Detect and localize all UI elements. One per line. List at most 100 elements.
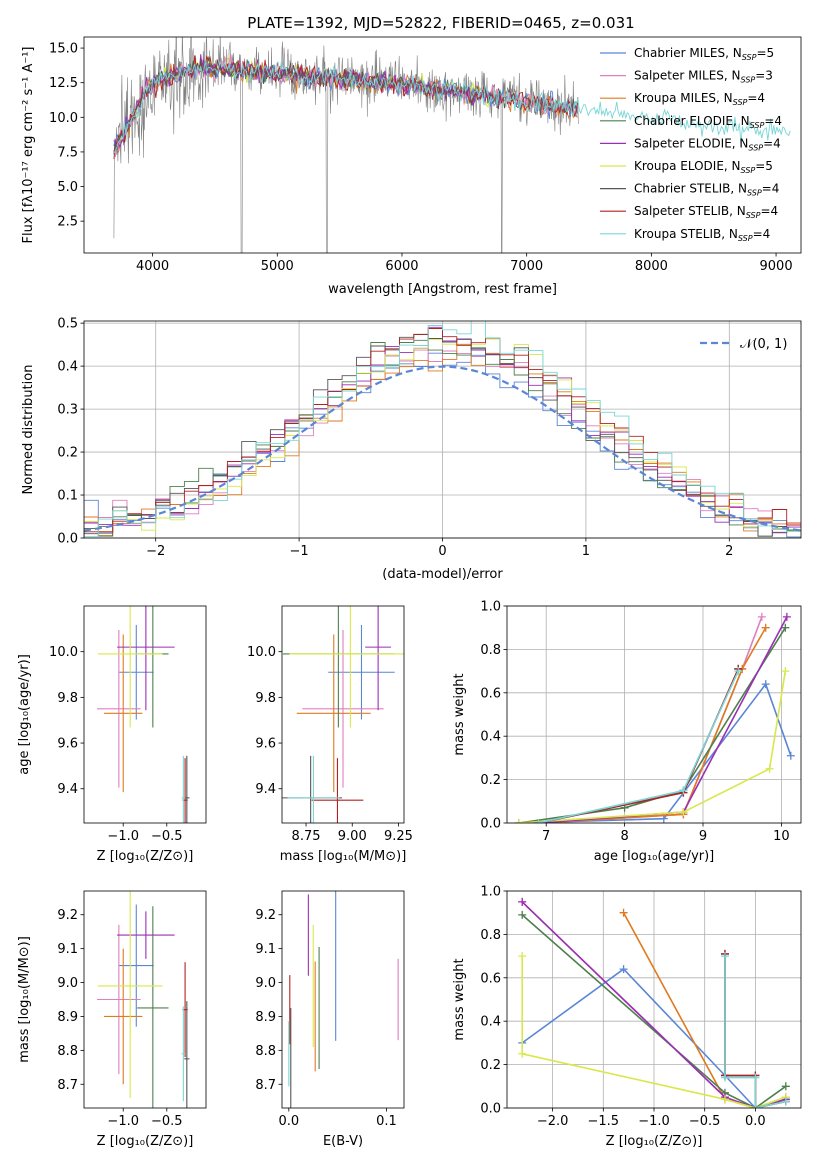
y-tick-label: 1.0 [480,600,501,615]
x-tick-label: 7 [542,829,550,844]
y-tick-label: 0.4 [480,1015,501,1030]
x-tick-label: 9 [699,829,707,844]
plus-marker [757,612,766,621]
y-tick-label: 0.8 [480,928,501,943]
x-tick-label: 0.0 [745,1114,766,1129]
x-tick-label: 9.00 [338,829,367,844]
x-tick-label: −0.5 [151,1114,183,1129]
chart-panel-4: 8.75 9.00 9.25 9.4 9.6 9.8 10.0 mass [log₁₀(M/M… [247,605,413,864]
legend-entry: Salpeter ELODIE, NSSP=4 [634,136,781,152]
plot-area [84,321,801,538]
plus-marker [781,623,790,632]
y-tick-label: 8.9 [57,1010,78,1025]
x-tick-label: −1 [290,544,309,559]
legend-text: Chabrier STELIB, N [634,182,747,196]
y-tick-label: 8.8 [57,1044,78,1059]
x-tick-label: 4000 [136,259,169,274]
mass-weight-line-6 [518,670,787,823]
legend-count: =5 [755,159,773,173]
plot-area [113,37,791,253]
y-axis-label: mass weight [452,673,467,755]
legend-entry: Chabrier ELODIE, NSSP=4 [634,114,782,130]
model-spectrum-5 [113,54,499,154]
legend-text: Chabrier ELODIE, N [634,114,750,128]
plot-area [97,891,190,1108]
plus-marker [782,612,791,621]
mass-weight-line-4 [521,914,787,1108]
x-tick-label: 0.1 [376,1114,397,1129]
x-tick-label: −0.5 [689,1114,721,1129]
model-spectrum-8 [113,55,579,160]
x-tick-label: −1.5 [588,1114,620,1129]
legend-subscript: SSP [742,53,757,62]
mass-weight-line-5 [521,901,787,1108]
y-tick-label: 9.4 [255,782,276,797]
y-tick-label: 8.9 [255,1010,276,1025]
plus-marker [761,680,770,689]
plus-marker [786,751,795,760]
plus-marker [720,1073,729,1082]
x-tick-label: 6000 [385,259,418,274]
legend-entry: Chabrier MILES, NSSP=5 [634,46,774,62]
plus-marker [619,965,628,974]
x-tick-label: 8000 [635,259,668,274]
y-axis-label: age [log₁₀(age/yr)] [17,654,32,775]
x-tick-label: −0.5 [151,829,183,844]
y-tick-label: 0.5 [57,317,78,332]
model-spectrum-9 [113,60,791,154]
plot-area [282,606,404,823]
y-tick-label: 9.6 [255,737,276,752]
plus-marker [619,908,628,917]
x-tick-label: 7000 [510,259,543,274]
y-tick-label: 8.8 [255,1044,276,1059]
chart-panel-5: 7 8 9 10 0.0 0.2 0.4 0.6 0.8 1.0 age [log₁₀(age/yr… [452,600,802,864]
observed-spectrum [113,37,580,253]
legend-count: =4 [762,182,780,196]
chart-panel-1: 4000 5000 6000 7000 8000 9000 2.5 5.0 7.5 10.0 12.… [21,36,802,297]
plus-marker [734,667,743,676]
y-tick-label: 0.2 [57,446,78,461]
y-tick-label: 9.1 [57,942,78,957]
legend-count: =3 [755,69,773,83]
gaussian-reference-curve [84,365,801,532]
legend-entry: Salpeter MILES, NSSP=3 [634,69,773,85]
plus-marker [514,819,523,823]
legend-entry: Kroupa MILES, NSSP=4 [634,91,765,107]
grid-layer [507,605,801,824]
x-tick-label: −1.0 [107,829,139,844]
legend-text: Salpeter ELODIE, N [634,136,748,150]
plus-marker [534,819,543,823]
y-tick-label: 2.5 [57,215,78,230]
legend-subscript: SSP [733,98,748,107]
y-tick-label: 10.0 [247,645,276,660]
y-tick-label: 10.0 [49,111,78,126]
y-tick-label: 0.0 [480,1102,501,1117]
y-tick-label: 9.4 [57,782,78,797]
axes-frame [83,36,802,254]
chart-panel-2: −2 −1 0 1 2 0.0 0.1 0.2 0.3 0.4 0.5 (data-model)/er… [21,317,802,582]
mass-weight-line-4 [518,627,786,823]
y-tick-label: 8.7 [57,1078,78,1093]
legend-count: =4 [753,227,771,241]
x-tick-label: −2 [146,544,165,559]
mass-weight-line-3 [538,627,767,823]
axes-frame [281,605,405,824]
y-tick-label: 9.2 [255,908,276,923]
plus-marker [679,808,688,817]
plus-marker [518,1049,527,1058]
y-tick-label: 1.0 [480,885,501,900]
y-tick-label: 0.0 [480,817,501,832]
x-tick-label: −1.0 [638,1114,670,1129]
plus-marker [781,1097,790,1106]
plus-marker [720,952,729,961]
plus-marker [518,910,527,919]
y-tick-label: 0.6 [480,686,501,701]
plot-area [514,612,795,823]
legend-count: =4 [760,204,778,218]
x-tick-label: 5000 [261,259,294,274]
plus-marker [720,1095,729,1104]
chart-panel-7: 0.0 0.1 8.7 8.8 8.9 9.0 9.1 9.2 E(B-V) [255,890,405,1149]
y-tick-label: 12.5 [49,76,78,91]
y-axis-label: mass weight [452,958,467,1040]
chart-panel-8: −2.0 −1.5 −1.0 −0.5 0.0 0.0 0.2 0.4 0.6 0.8 1.0 Z [… [452,885,802,1149]
